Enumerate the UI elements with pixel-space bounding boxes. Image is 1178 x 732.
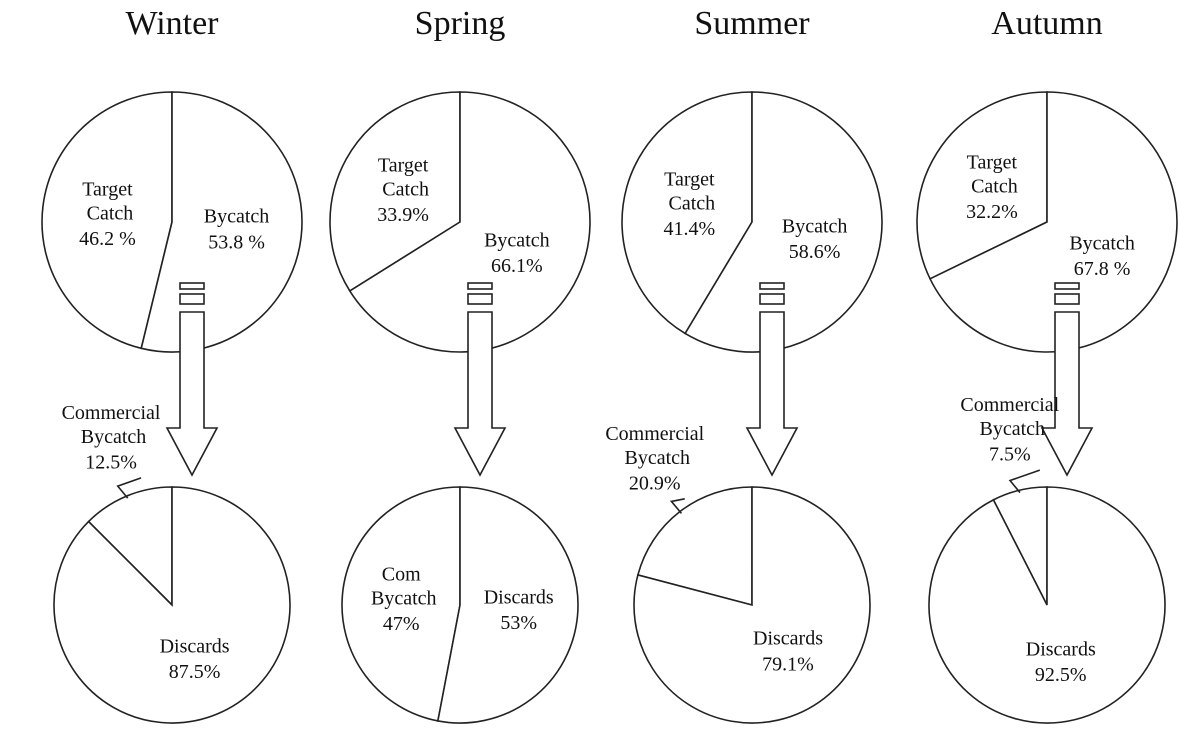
value-label: 12.5% xyxy=(85,451,137,473)
slice-label: Bycatch xyxy=(1069,232,1135,254)
arrow-shape xyxy=(165,311,219,477)
chart-title: Spring xyxy=(415,5,506,42)
arrow-shape xyxy=(453,311,507,477)
leader-line xyxy=(1008,469,1041,494)
value-label: 67.8 % xyxy=(1074,258,1131,280)
slice-label: Discards xyxy=(484,586,554,608)
value-label: 46.2 % xyxy=(79,228,136,250)
pie-slice xyxy=(341,486,461,722)
slice-label: Discards xyxy=(753,627,823,649)
value-label: 32.2% xyxy=(966,201,1018,223)
slice-label: Target Catch xyxy=(966,151,1018,197)
pie-slice xyxy=(633,486,871,724)
pie-slice xyxy=(41,91,173,350)
arrow-block xyxy=(179,282,205,290)
arrow xyxy=(453,282,507,477)
arrow xyxy=(1040,282,1094,477)
value-label: 20.9% xyxy=(629,472,681,494)
slice-label: Discards xyxy=(1026,638,1096,660)
value-label: 33.9% xyxy=(377,204,429,226)
slice-label: Commercial Bycatch xyxy=(605,422,704,468)
slice-label: Bycatch xyxy=(782,215,848,237)
slice-label: Target Catch xyxy=(664,168,716,214)
leader-line xyxy=(116,477,142,499)
slice-label: Target Catch xyxy=(82,178,134,224)
pie-slice xyxy=(329,91,461,293)
value-label: 47% xyxy=(383,613,420,635)
slice-label: Commercial Bycatch xyxy=(62,401,161,447)
pie-slice xyxy=(916,91,1048,280)
chart-title: Winter xyxy=(125,5,219,42)
pie-slice xyxy=(436,486,579,724)
slice-label: Discards xyxy=(160,635,230,657)
arrow-block xyxy=(467,293,493,305)
value-label: 53.8 % xyxy=(208,231,265,253)
arrow-block xyxy=(1054,282,1080,290)
arrow xyxy=(165,282,219,477)
value-label: 79.1% xyxy=(762,653,814,675)
value-label: 66.1% xyxy=(491,255,543,277)
slice-label: Commercial Bycatch xyxy=(960,394,1059,440)
leader-line xyxy=(669,498,685,514)
slice-label: Target Catch xyxy=(377,154,429,200)
chart-title: Autumn xyxy=(991,5,1102,42)
pie-slice xyxy=(53,486,291,724)
slice-label: Bycatch xyxy=(484,229,550,251)
arrow-shape xyxy=(1040,311,1094,477)
pie-slice xyxy=(348,91,591,353)
value-label: 58.6% xyxy=(789,241,841,263)
arrow xyxy=(745,282,799,477)
value-label: 87.5% xyxy=(169,661,221,683)
arrow-block xyxy=(1054,293,1080,305)
value-label: 41.4% xyxy=(664,218,716,240)
arrow-block xyxy=(759,293,785,305)
arrow-block xyxy=(467,282,493,290)
pie-slice xyxy=(621,91,753,335)
value-label: 92.5% xyxy=(1035,664,1087,686)
pie-slice xyxy=(929,91,1178,353)
value-label: 7.5% xyxy=(989,444,1031,466)
pie-slice xyxy=(928,486,1166,724)
arrow-block xyxy=(759,282,785,290)
slice-label: Com Bycatch xyxy=(366,563,437,609)
arrow-block xyxy=(179,293,205,305)
slice-label: Bycatch xyxy=(204,205,270,227)
value-label: 53% xyxy=(500,612,537,634)
chart-title: Summer xyxy=(694,5,810,42)
arrow-shape xyxy=(745,311,799,477)
pie-slice xyxy=(684,91,883,353)
